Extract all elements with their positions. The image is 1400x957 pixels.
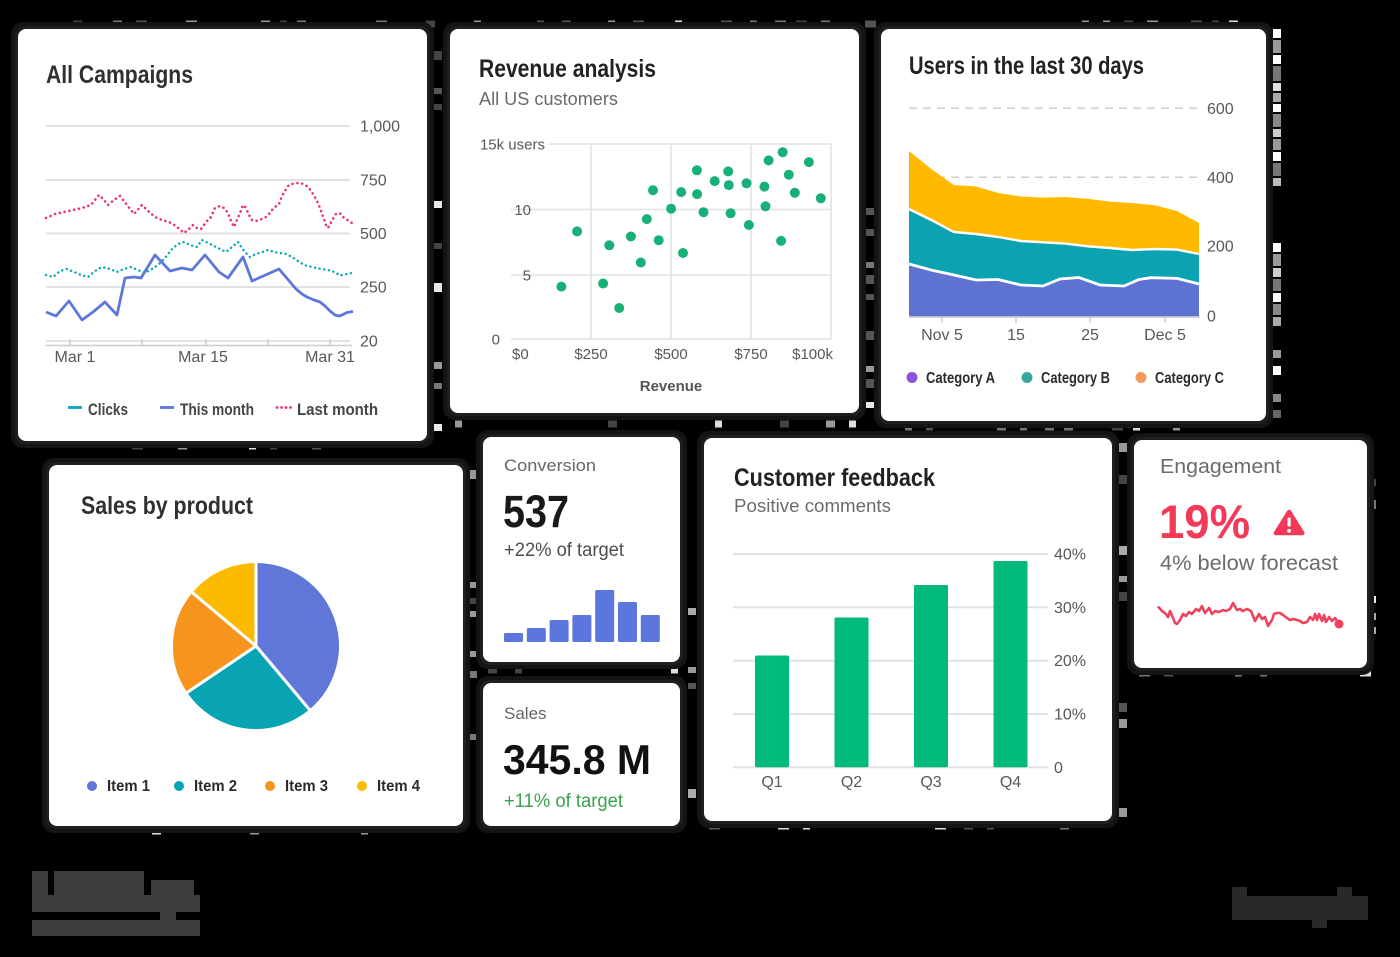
- svg-text:Revenue: Revenue: [640, 378, 703, 395]
- svg-text:19%: 19%: [1159, 495, 1250, 548]
- svg-text:15k users: 15k users: [480, 137, 545, 154]
- svg-text:Conversion: Conversion: [504, 456, 596, 475]
- svg-text:This month: This month: [180, 400, 254, 419]
- svg-text:20%: 20%: [1054, 653, 1086, 670]
- svg-text:750: 750: [360, 173, 387, 190]
- svg-text:30%: 30%: [1054, 600, 1086, 617]
- svg-text:Nov 5: Nov 5: [921, 327, 963, 344]
- svg-text:20: 20: [360, 334, 378, 351]
- svg-text:15: 15: [1007, 327, 1025, 344]
- svg-text:0: 0: [1207, 309, 1216, 326]
- svg-text:All US customers: All US customers: [479, 89, 618, 109]
- svg-text:Q3: Q3: [920, 774, 941, 791]
- svg-text:Clicks: Clicks: [88, 400, 128, 419]
- svg-text:Revenue analysis: Revenue analysis: [479, 55, 656, 83]
- svg-text:10%: 10%: [1054, 707, 1086, 724]
- svg-text:400: 400: [1207, 170, 1234, 187]
- svg-text:$0: $0: [512, 346, 529, 363]
- svg-text:Item 2: Item 2: [194, 778, 237, 795]
- svg-text:Category A: Category A: [926, 370, 995, 387]
- svg-text:537: 537: [503, 486, 569, 537]
- svg-text:Q1: Q1: [761, 774, 782, 791]
- svg-text:345.8 M: 345.8 M: [503, 736, 651, 783]
- svg-text:Mar 31: Mar 31: [305, 349, 355, 366]
- svg-text:Q4: Q4: [1000, 774, 1021, 791]
- svg-text:Item 1: Item 1: [107, 778, 150, 795]
- svg-text:5: 5: [523, 268, 531, 285]
- svg-text:Category C: Category C: [1155, 370, 1224, 387]
- svg-text:$250: $250: [574, 346, 607, 363]
- svg-text:Mar 15: Mar 15: [178, 349, 228, 366]
- svg-text:Item 4: Item 4: [377, 778, 420, 795]
- svg-text:$750: $750: [734, 346, 767, 363]
- svg-text:10: 10: [514, 202, 531, 219]
- svg-text:250: 250: [360, 280, 387, 297]
- svg-text:Category B: Category B: [1041, 370, 1110, 387]
- svg-text:$500: $500: [654, 346, 687, 363]
- svg-text:Users in the last 30 days: Users in the last 30 days: [909, 52, 1144, 80]
- svg-text:1,000: 1,000: [360, 119, 400, 136]
- svg-text:$100k: $100k: [792, 346, 833, 363]
- svg-text:Mar 1: Mar 1: [55, 349, 96, 366]
- svg-text:Dec 5: Dec 5: [1144, 327, 1186, 344]
- svg-text:+22% of target: +22% of target: [504, 540, 625, 561]
- svg-text:Last month: Last month: [297, 400, 378, 419]
- svg-text:Sales by product: Sales by product: [81, 492, 254, 520]
- svg-text:500: 500: [360, 226, 387, 243]
- svg-text:600: 600: [1207, 101, 1234, 118]
- svg-text:Customer feedback: Customer feedback: [734, 464, 935, 492]
- svg-text:Item 3: Item 3: [285, 778, 328, 795]
- svg-text:200: 200: [1207, 239, 1234, 256]
- svg-text:+11% of target: +11% of target: [504, 791, 624, 812]
- svg-text:Positive comments: Positive comments: [734, 496, 891, 516]
- svg-text:Sales: Sales: [504, 704, 547, 723]
- svg-text:0: 0: [1054, 760, 1063, 777]
- svg-text:40%: 40%: [1054, 547, 1086, 564]
- svg-text:Q2: Q2: [841, 774, 862, 791]
- svg-text:0: 0: [492, 332, 500, 349]
- svg-text:All Campaigns: All Campaigns: [46, 61, 193, 89]
- svg-text:25: 25: [1081, 327, 1099, 344]
- svg-text:4% below forecast: 4% below forecast: [1160, 552, 1338, 575]
- svg-text:Engagement: Engagement: [1160, 456, 1281, 478]
